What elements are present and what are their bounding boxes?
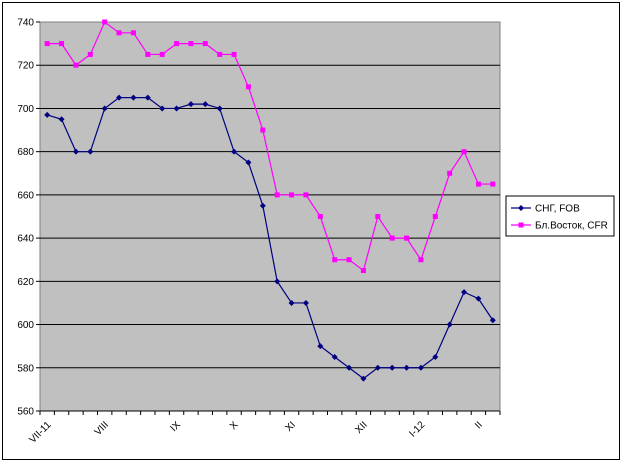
series-1-point [59,41,65,47]
series-0-point [187,101,194,108]
series-0-point [461,289,468,296]
series-points [44,19,496,382]
y-tick-label: 600 [17,320,34,331]
series-0-point [130,94,137,101]
series-1-point [375,214,381,219]
series-0-point [173,105,180,112]
x-tick-label: X [228,419,241,432]
series-0-point [58,116,65,123]
series-0-point [216,105,223,112]
series-1-point [245,84,251,90]
series-0-point [475,295,482,302]
series-0-point [403,364,410,371]
series-1-point [432,214,438,219]
series-1-point [404,235,410,241]
series-1-point [188,41,194,47]
series-1-point [231,51,237,57]
series-1-point [102,19,108,25]
series-0-point [72,148,79,155]
y-tick-label: 680 [17,147,34,158]
plot-area [39,21,501,412]
y-tick-label: 720 [17,61,34,72]
series-1-point [418,257,424,263]
y-tick-label: 700 [17,104,34,115]
series-0-point [274,278,281,285]
y-tick-label: 620 [17,277,34,288]
series-0-point [389,364,396,371]
x-tick-label: I-12 [407,419,427,439]
legend-marker-0 [518,205,524,211]
legend-box [505,195,615,237]
series-1-point [346,257,352,263]
series-1-point [332,257,338,263]
series-0-point [346,364,353,371]
series-0-point [331,353,338,360]
series-1-point [174,41,180,47]
x-tick-label: VIII [93,420,111,438]
series-0-point [317,343,324,350]
series-0-point [259,202,266,209]
series-1-point [217,51,223,57]
x-tick-label: XII [353,420,369,436]
series-1-point [159,51,165,57]
series-0-point [446,321,453,328]
series-0-point [245,159,252,166]
series-0-point [87,148,94,155]
series-1-point [44,41,50,47]
series-1-point [202,41,208,47]
series-1-point [475,181,481,187]
series-1-point [490,181,496,187]
series-1-point [130,30,136,36]
series-0-point [44,111,51,118]
y-tick-label: 580 [17,363,34,374]
legend-label-0: СНГ, FOB [535,204,580,215]
series-0-point [489,317,496,324]
series-0-point [374,364,381,371]
series-1-point [260,127,266,133]
series-1-point [274,192,280,198]
series-0-point [144,94,151,101]
series-1-point [289,192,295,198]
series-0-point [231,148,238,155]
y-axis-ticks: 560 580 600 620 640 660 680 700 720 740 [17,18,40,418]
series-1-point [389,235,395,241]
series-1-point [461,149,467,155]
series-1-point [360,268,366,274]
series-1-point [73,62,79,68]
x-tick-label: II [473,420,485,432]
series-1-point [317,214,323,219]
x-tick-label: IX [168,419,183,434]
series-0-point [116,94,123,101]
series-1-point [447,170,453,176]
series-0-point [288,299,295,306]
series-1-point [87,51,93,57]
series-0-point [202,101,209,108]
legend-marker-1 [518,222,524,228]
series-0-point [360,375,367,382]
series-1-point [116,30,122,36]
series-0-point [417,364,424,371]
series-1-point [303,192,309,198]
legend: СНГ, FOB Бл.Восток, CFR [505,195,615,237]
y-tick-label: 740 [17,18,34,29]
y-tick-label: 640 [17,234,34,245]
series-0-point [302,299,309,306]
series-0-point [432,353,439,360]
x-tick-label: VII-11 [27,419,53,445]
x-tick-label: XI [283,420,297,434]
series-0-point [101,105,108,112]
series-0-point [159,105,166,112]
x-axis-ticks: VII-11 VIII IX X XI XII I-12 II [27,410,501,446]
y-tick-label: 660 [17,190,34,201]
series-1-point [145,51,151,57]
legend-label-1: Бл.Восток, CFR [535,221,608,232]
y-tick-label: 560 [17,407,34,418]
